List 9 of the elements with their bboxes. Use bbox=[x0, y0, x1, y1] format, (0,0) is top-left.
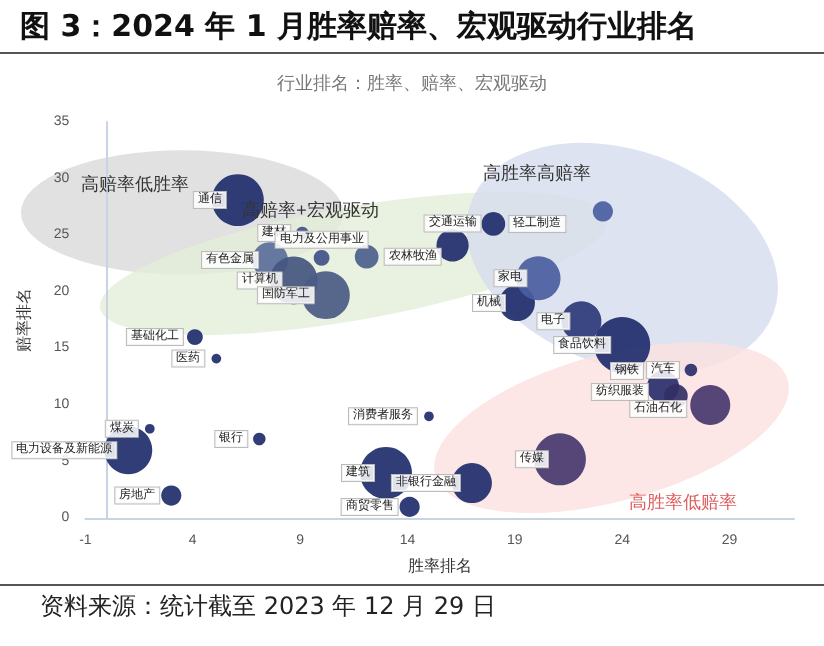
annotation: 高胜率低赔率 bbox=[628, 492, 737, 513]
annotation: 高赔率+宏观驱动 bbox=[242, 200, 379, 221]
text: 资料来源：统计截至 2023 年 12 月 29 日 bbox=[40, 590, 498, 624]
chart-subtitle: 行业排名：胜率、赔率、宏观驱动 bbox=[277, 73, 547, 93]
y-axis-title: 赔率排名 bbox=[15, 288, 33, 353]
chart-title: 图 3：2024 年 1 月胜率赔率、宏观驱动行业排名 bbox=[20, 8, 698, 46]
annotation: 高胜率高赔率 bbox=[482, 162, 591, 183]
x-axis-title: 胜率排名 bbox=[407, 557, 472, 575]
annotation: 高赔率低胜率 bbox=[81, 174, 190, 195]
